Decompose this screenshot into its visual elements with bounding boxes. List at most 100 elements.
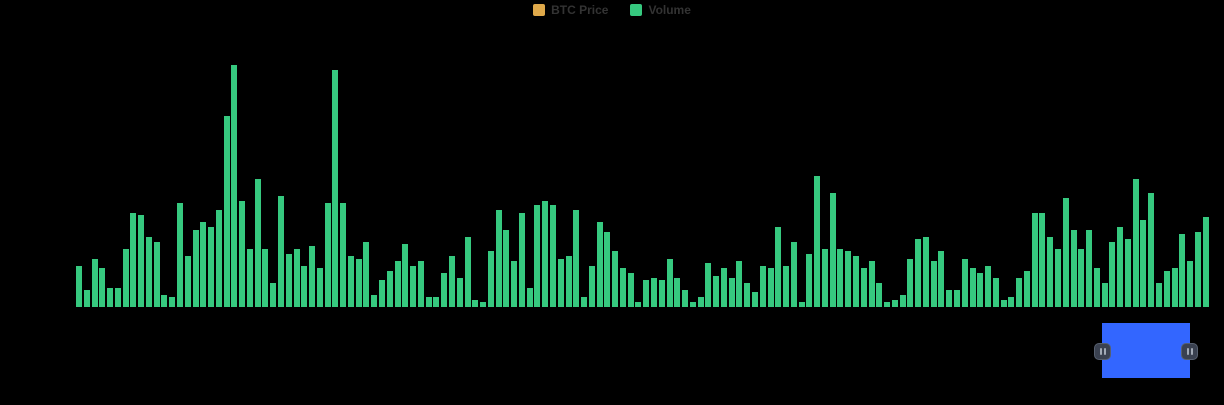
volume-bar[interactable] (651, 278, 657, 307)
volume-bar[interactable] (993, 278, 999, 307)
volume-bar[interactable] (231, 65, 237, 307)
volume-bar[interactable] (348, 256, 354, 307)
volume-bar[interactable] (1102, 283, 1108, 307)
volume-bar[interactable] (418, 261, 424, 307)
volume-bar[interactable] (923, 237, 929, 307)
volume-bar[interactable] (705, 263, 711, 307)
volume-bar[interactable] (1016, 278, 1022, 307)
volume-bar[interactable] (1039, 213, 1045, 307)
volume-bar[interactable] (931, 261, 937, 307)
volume-bar[interactable] (1001, 300, 1007, 307)
volume-bar[interactable] (620, 268, 626, 307)
volume-bar[interactable] (356, 259, 362, 307)
volume-bar[interactable] (1195, 232, 1201, 307)
volume-bar[interactable] (985, 266, 991, 307)
volume-bar[interactable] (698, 297, 704, 307)
volume-bar[interactable] (488, 251, 494, 307)
volume-bar[interactable] (690, 302, 696, 307)
volume-bar[interactable] (301, 266, 307, 307)
volume-bar[interactable] (1109, 242, 1115, 307)
volume-bar[interactable] (597, 222, 603, 307)
volume-bar[interactable] (907, 259, 913, 307)
volume-bar[interactable] (465, 237, 471, 307)
volume-bar[interactable] (900, 295, 906, 307)
volume-bar[interactable] (99, 268, 105, 307)
volume-bar[interactable] (130, 213, 136, 307)
volume-bar[interactable] (317, 268, 323, 307)
volume-bar[interactable] (154, 242, 160, 307)
volume-bar[interactable] (861, 268, 867, 307)
volume-bar[interactable] (286, 254, 292, 307)
volume-bar[interactable] (573, 210, 579, 307)
volume-bar[interactable] (1140, 220, 1146, 307)
volume-bar[interactable] (472, 300, 478, 307)
volume-bar[interactable] (837, 249, 843, 307)
volume-bar[interactable] (200, 222, 206, 307)
legend-item-volume[interactable]: Volume (630, 3, 691, 17)
volume-bar[interactable] (1094, 268, 1100, 307)
volume-bar[interactable] (1203, 217, 1209, 307)
datazoom-right-handle[interactable] (1181, 343, 1198, 360)
volume-bar[interactable] (1133, 179, 1139, 307)
volume-bar[interactable] (185, 256, 191, 307)
volume-bar[interactable] (503, 230, 509, 307)
volume-bar[interactable] (1047, 237, 1053, 307)
volume-bar[interactable] (713, 276, 719, 307)
volume-bar[interactable] (550, 205, 556, 307)
volume-bar[interactable] (768, 268, 774, 307)
volume-bar[interactable] (876, 283, 882, 307)
volume-bar[interactable] (1156, 283, 1162, 307)
volume-bar[interactable] (123, 249, 129, 307)
volume-bar[interactable] (954, 290, 960, 307)
volume-bar[interactable] (332, 70, 338, 307)
volume-bar[interactable] (262, 249, 268, 307)
volume-bar[interactable] (589, 266, 595, 307)
volume-bar[interactable] (822, 249, 828, 307)
volume-bar[interactable] (496, 210, 502, 307)
volume-bar[interactable] (830, 193, 836, 307)
volume-bar[interactable] (76, 266, 82, 307)
volume-bar[interactable] (892, 300, 898, 307)
volume-bar[interactable] (1125, 239, 1131, 307)
volume-bar[interactable] (1008, 297, 1014, 307)
volume-bar[interactable] (884, 302, 890, 307)
volume-bar[interactable] (744, 283, 750, 307)
volume-bar[interactable] (534, 205, 540, 307)
volume-bar[interactable] (1117, 227, 1123, 307)
volume-bar[interactable] (146, 237, 152, 307)
volume-bar[interactable] (1063, 198, 1069, 307)
volume-bar[interactable] (193, 230, 199, 307)
volume-bar[interactable] (806, 254, 812, 307)
volume-bar[interactable] (387, 271, 393, 307)
volume-bar[interactable] (566, 256, 572, 307)
volume-bar[interactable] (946, 290, 952, 307)
volume-bar[interactable] (760, 266, 766, 307)
volume-bar[interactable] (92, 259, 98, 307)
volume-bar[interactable] (309, 246, 315, 307)
volume-bar[interactable] (1032, 213, 1038, 307)
volume-bar[interactable] (270, 283, 276, 307)
volume-bar[interactable] (84, 290, 90, 307)
volume-bar[interactable] (138, 215, 144, 307)
volume-bar[interactable] (962, 259, 968, 307)
volume-bar[interactable] (752, 292, 758, 307)
volume-bar[interactable] (604, 232, 610, 307)
volume-bar[interactable] (161, 295, 167, 307)
volume-bar[interactable] (402, 244, 408, 307)
volume-bar[interactable] (558, 259, 564, 307)
volume-bar[interactable] (659, 280, 665, 307)
volume-bar[interactable] (527, 288, 533, 307)
volume-bar[interactable] (480, 302, 486, 307)
volume-bar[interactable] (433, 297, 439, 307)
volume-bar[interactable] (814, 176, 820, 307)
volume-bar[interactable] (1055, 249, 1061, 307)
volume-bar[interactable] (542, 201, 548, 307)
datazoom-track[interactable] (76, 323, 1210, 378)
volume-bar[interactable] (278, 196, 284, 307)
volume-bar[interactable] (1179, 234, 1185, 307)
volume-bar[interactable] (915, 239, 921, 307)
volume-bar[interactable] (426, 297, 432, 307)
volume-bar[interactable] (449, 256, 455, 307)
volume-bar[interactable] (682, 290, 688, 307)
volume-bar[interactable] (783, 266, 789, 307)
